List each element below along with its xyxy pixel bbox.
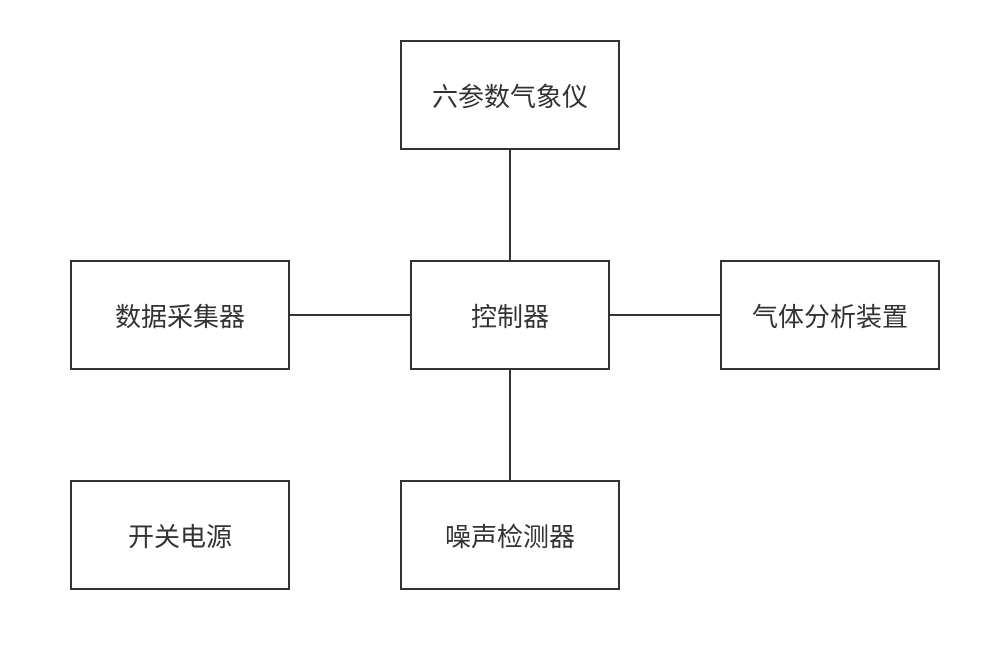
node-center-label: 控制器	[471, 297, 549, 334]
node-top-label: 六参数气象仪	[432, 77, 588, 114]
node-left-mid: 数据采集器	[70, 260, 290, 370]
node-top: 六参数气象仪	[400, 40, 620, 150]
node-left-bottom-label: 开关电源	[128, 517, 232, 554]
edge-center-rightmid	[610, 314, 720, 316]
edge-top-center	[509, 150, 511, 260]
node-left-mid-label: 数据采集器	[115, 297, 245, 334]
node-right-mid: 气体分析装置	[720, 260, 940, 370]
node-center: 控制器	[410, 260, 610, 370]
edge-center-centerbottom	[509, 370, 511, 480]
edge-leftmid-center	[290, 314, 410, 316]
node-center-bottom-label: 噪声检测器	[445, 517, 575, 554]
node-left-bottom: 开关电源	[70, 480, 290, 590]
node-center-bottom: 噪声检测器	[400, 480, 620, 590]
node-right-mid-label: 气体分析装置	[752, 297, 908, 334]
